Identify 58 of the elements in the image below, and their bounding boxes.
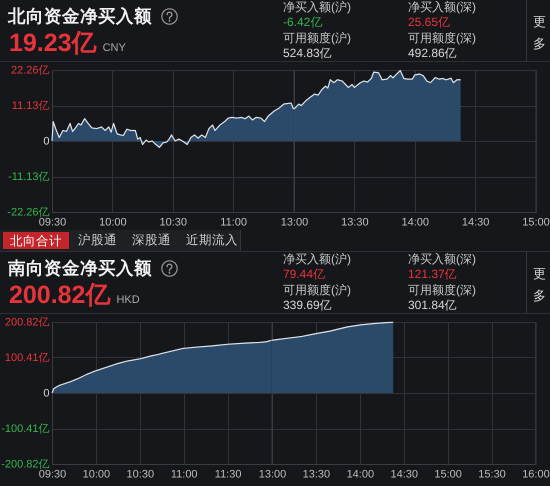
text: 更多 bbox=[533, 13, 547, 53]
y-tick-label: -22.26亿 bbox=[7, 206, 50, 218]
x-tick-label: 09:30 bbox=[38, 468, 66, 480]
x-tick-label: 13:30 bbox=[302, 468, 330, 480]
chart-title: 南向资金净买入额 bbox=[8, 257, 152, 279]
text: 近期流入 bbox=[186, 232, 238, 249]
x-tick-label: 15:30 bbox=[478, 468, 506, 480]
x-tick-label: 11:30 bbox=[214, 468, 242, 480]
text: 沪股通 bbox=[78, 232, 117, 249]
x-tick-label: 15:00 bbox=[434, 468, 462, 480]
selected-tab: 北向合计 bbox=[3, 232, 69, 249]
y-tick-label: 22.26亿 bbox=[10, 64, 50, 76]
x-tick-label: 15:00 bbox=[522, 216, 550, 228]
text: 净买入额(深) bbox=[408, 0, 476, 15]
text: 可用额度(沪) bbox=[283, 283, 351, 298]
x-tick-label: 13:30 bbox=[340, 216, 368, 228]
y-tick-label: -100.41亿 bbox=[1, 423, 50, 435]
x-tick-label: 14:30 bbox=[461, 216, 489, 228]
x-tick-label: 10:00 bbox=[82, 468, 110, 480]
text: 79.44亿 bbox=[283, 267, 326, 282]
x-tick-label: 13:00 bbox=[258, 468, 286, 480]
text: 深股通 bbox=[132, 232, 171, 249]
x-tick-label: 14:00 bbox=[346, 468, 374, 480]
text: 301.84亿 bbox=[408, 298, 457, 313]
x-tick-label: 16:00 bbox=[522, 468, 550, 480]
x-tick-label: 10:30 bbox=[159, 216, 188, 228]
x-tick-label: 14:00 bbox=[400, 216, 429, 228]
x-tick-label: 10:30 bbox=[126, 468, 154, 480]
chart-subtitle: 19.23亿 bbox=[9, 29, 97, 57]
text: 净买入额(沪) bbox=[283, 0, 351, 15]
chart-title: 北向资金净买入额 bbox=[8, 5, 152, 27]
text: 121.37亿 bbox=[408, 267, 457, 282]
x-tick-label: 10:00 bbox=[99, 216, 127, 228]
y-tick-label: 0 bbox=[43, 136, 50, 148]
text: 更多 bbox=[533, 265, 547, 305]
text: 25.65亿 bbox=[408, 15, 450, 30]
y-tick-label: -11.13亿 bbox=[8, 171, 50, 183]
text: 可用额度(深) bbox=[408, 31, 476, 46]
y-tick-label: -200.82亿 bbox=[1, 458, 50, 470]
y-tick-label: 200.82亿 bbox=[4, 316, 50, 329]
x-tick-label: 11:00 bbox=[170, 468, 198, 480]
text: 净买入额(深) bbox=[408, 252, 476, 267]
x-tick-label: 14:30 bbox=[390, 468, 418, 480]
text: 可用额度(沪) bbox=[283, 31, 351, 46]
text: -6.42亿 bbox=[283, 15, 322, 30]
y-tick-label: 0 bbox=[43, 388, 50, 400]
text: HKD bbox=[116, 294, 140, 306]
text: 净买入额(沪) bbox=[283, 252, 351, 267]
x-tick-label: 13:00 bbox=[280, 216, 308, 228]
text: 492.86亿 bbox=[408, 46, 457, 61]
text: 339.69亿 bbox=[283, 298, 332, 313]
x-tick-label: 09:30 bbox=[38, 216, 66, 228]
x-tick-label: 11:00 bbox=[220, 216, 247, 228]
y-tick-label: 100.41亿 bbox=[4, 352, 50, 364]
text: CNY bbox=[102, 42, 126, 54]
text: 524.83亿 bbox=[283, 46, 332, 61]
text: 可用额度(深) bbox=[408, 283, 476, 298]
y-tick-label: 11.13亿 bbox=[12, 100, 50, 112]
